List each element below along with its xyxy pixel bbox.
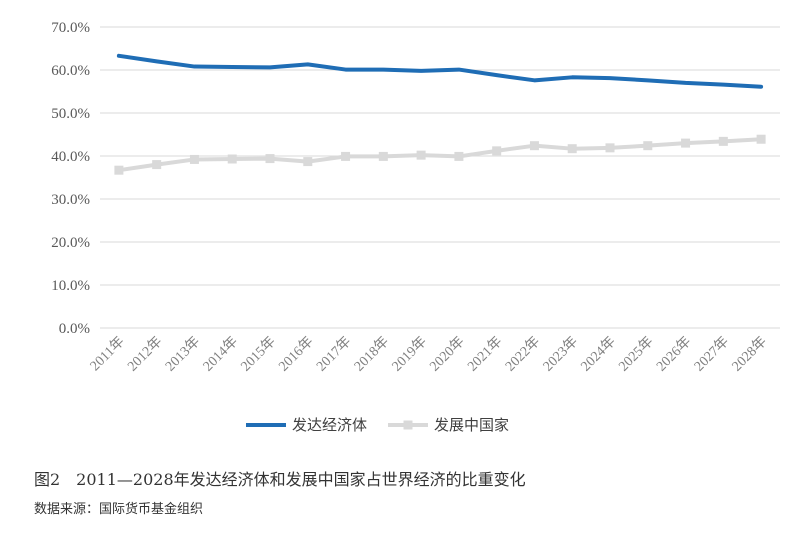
y-tick-label: 40.0% xyxy=(51,149,90,165)
x-tick-label: 2021年 xyxy=(464,334,505,375)
data-point xyxy=(378,151,388,161)
x-tick-label: 2014年 xyxy=(200,334,241,375)
y-tick-label: 50.0% xyxy=(51,106,90,122)
y-tick-label: 60.0% xyxy=(51,63,90,79)
data-point xyxy=(416,150,426,160)
x-tick-label: 2026年 xyxy=(653,334,694,375)
data-point xyxy=(152,160,162,170)
x-tick-label: 2025年 xyxy=(616,334,657,375)
x-tick-label: 2027年 xyxy=(691,334,732,375)
legend-label: 发达经济体 xyxy=(292,416,367,434)
data-point xyxy=(718,136,728,146)
x-tick-label: 2022年 xyxy=(502,334,543,375)
x-tick-label: 2015年 xyxy=(238,334,279,375)
data-source: 数据来源：国际货币基金组织 xyxy=(34,502,204,517)
data-point xyxy=(529,141,539,151)
figure-caption: 图2 2011—2028年发达经济体和发展中国家占世界经济的比重变化 xyxy=(34,470,526,489)
data-point xyxy=(454,151,464,161)
series-line xyxy=(116,137,764,173)
x-tick-label: 2018年 xyxy=(351,334,392,375)
y-tick-label: 0.0% xyxy=(59,321,90,337)
y-tick-label: 30.0% xyxy=(51,192,90,208)
x-tick-label: 2013年 xyxy=(162,334,203,375)
x-tick-label: 2023年 xyxy=(540,334,581,375)
line-chart: 0.0%10.0%20.0%30.0%40.0%50.0%60.0%70.0% … xyxy=(51,20,780,434)
y-tick-label: 20.0% xyxy=(51,235,90,251)
series-line xyxy=(116,53,764,89)
legend: 发达经济体 发展中国家 xyxy=(246,416,509,434)
data-point xyxy=(567,144,577,154)
x-tick-label: 2017年 xyxy=(313,334,354,375)
legend-label: 发展中国家 xyxy=(434,416,509,434)
data-point xyxy=(681,138,691,148)
y-tick-label: 10.0% xyxy=(51,278,90,294)
legend-marker xyxy=(403,420,413,430)
x-tick-label: 2012年 xyxy=(124,334,165,375)
y-axis-ticks: 0.0% 10.0% 20.0% 30.0% 40.0% 50.0% 60.0% 70.0% xyxy=(51,20,90,337)
data-point xyxy=(189,154,199,164)
data-point xyxy=(227,154,237,164)
x-tick-label: 2016年 xyxy=(276,334,317,375)
x-axis-ticks: 2011年2012年2013年2014年2015年2016年2017年2018年… xyxy=(87,334,770,375)
x-tick-label: 2024年 xyxy=(578,334,619,375)
data-point xyxy=(605,143,615,153)
x-tick-label: 2019年 xyxy=(389,334,430,375)
y-tick-label: 70.0% xyxy=(51,20,90,36)
data-point xyxy=(492,146,502,156)
data-point xyxy=(756,134,766,144)
data-point xyxy=(114,165,124,175)
data-point xyxy=(341,151,351,161)
data-point xyxy=(643,141,653,151)
series-lines xyxy=(114,53,766,175)
x-tick-label: 2011年 xyxy=(87,334,128,375)
x-tick-label: 2028年 xyxy=(729,334,770,375)
x-tick-label: 2020年 xyxy=(427,334,468,375)
data-point xyxy=(265,154,275,164)
data-point xyxy=(303,157,313,167)
